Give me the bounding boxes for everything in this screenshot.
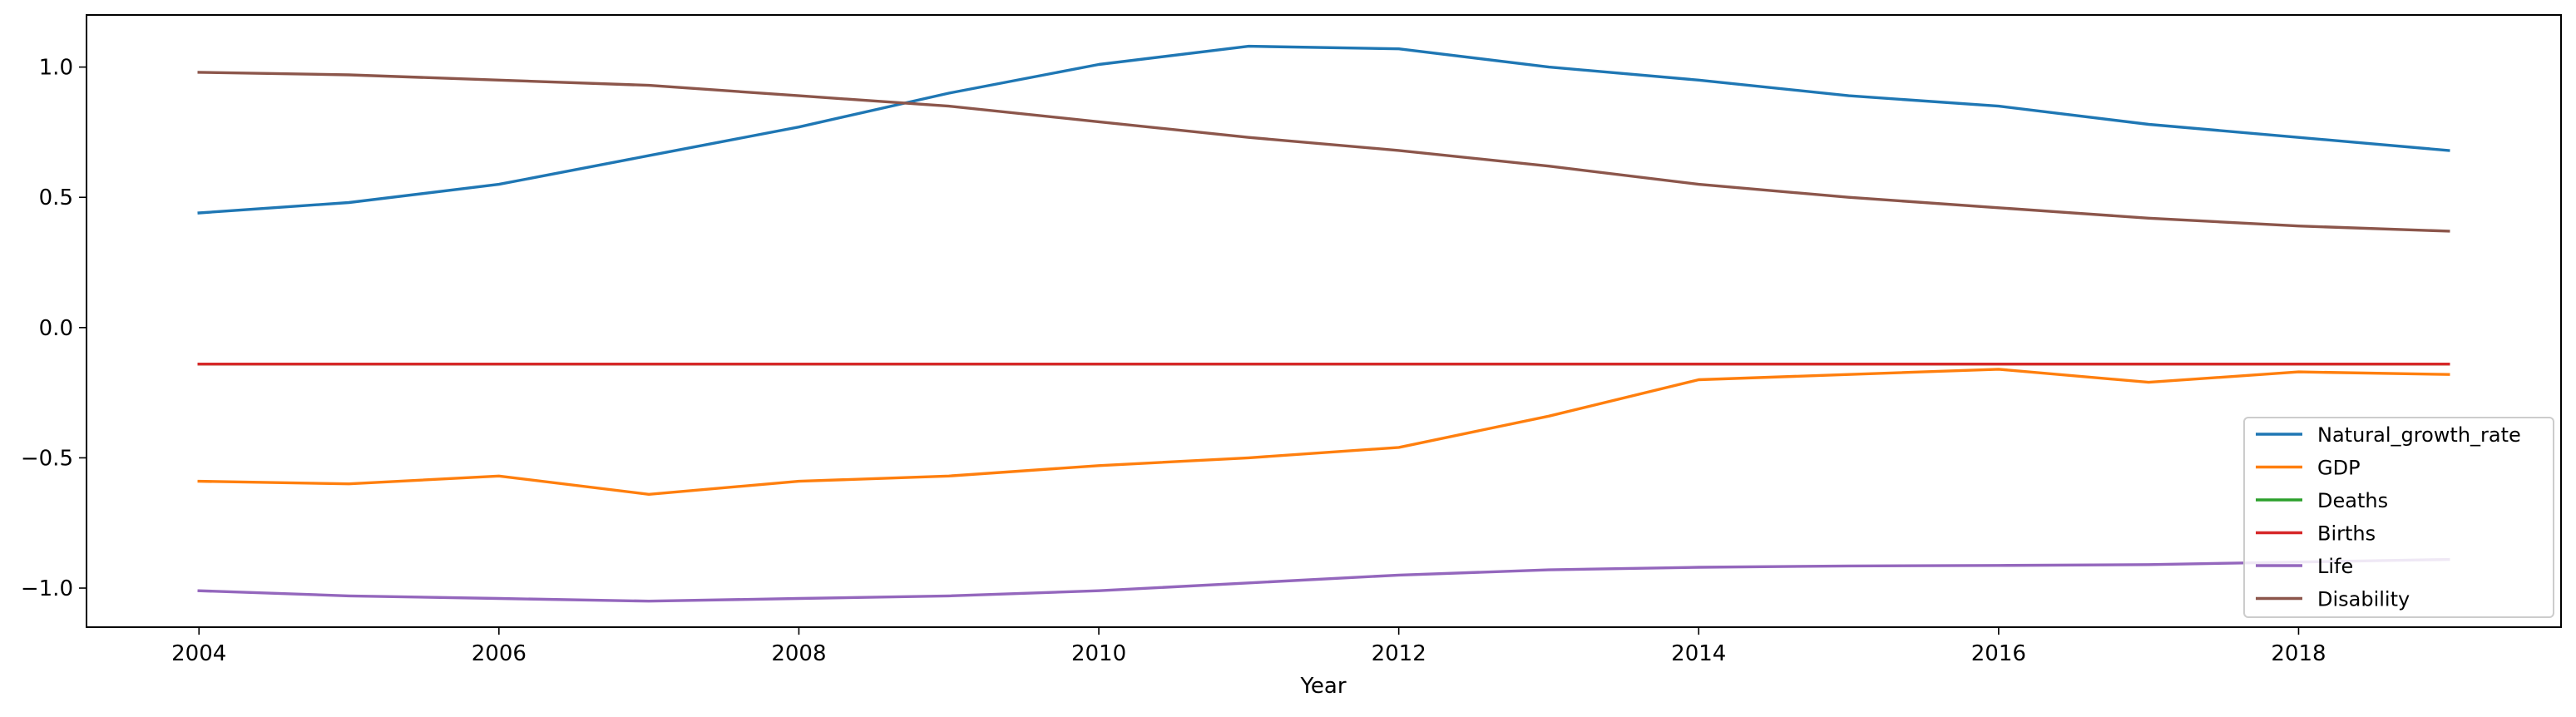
- y-axis-ticks: −1.0 −0.5 0.0 0.5 1.0: [21, 56, 87, 601]
- x-tick-label: 2018: [2271, 641, 2326, 666]
- series-line-disability: [197, 71, 2450, 233]
- x-tick-label: 2014: [1671, 641, 1726, 666]
- x-axis-ticks: 2004 2006 2008 2010 2012 2014 2016 2018: [171, 627, 2326, 666]
- series-layer: [197, 44, 2450, 603]
- series-line-life: [197, 557, 2450, 603]
- legend-label-natural-growth-rate: Natural_growth_rate: [2317, 423, 2521, 447]
- x-tick-label: 2016: [1971, 641, 2026, 666]
- x-tick-label: 2010: [1071, 641, 1126, 666]
- series-line-natural-growth-rate: [197, 44, 2450, 215]
- y-tick-label: 0.0: [39, 316, 73, 341]
- x-axis-label: Year: [1299, 674, 1346, 699]
- y-tick-label: −0.5: [21, 446, 73, 471]
- legend-box: [2243, 417, 2554, 618]
- legend: Natural_growth_rate GDP Deaths Births Life Di…: [2243, 417, 2554, 618]
- x-tick-label: 2006: [472, 641, 527, 666]
- x-tick-label: 2008: [771, 641, 826, 666]
- x-tick-label: 2004: [171, 641, 226, 666]
- y-tick-label: 1.0: [39, 56, 73, 81]
- y-tick-label: −1.0: [21, 576, 73, 601]
- series-line-gdp: [197, 368, 2450, 496]
- y-tick-label: 0.5: [39, 185, 73, 210]
- legend-label-disability: Disability: [2317, 588, 2410, 611]
- plot-frame: [86, 14, 2562, 628]
- legend-label-gdp: GDP: [2317, 457, 2361, 480]
- x-tick-label: 2012: [1372, 641, 1426, 666]
- legend-label-deaths: Deaths: [2317, 489, 2388, 512]
- legend-label-life: Life: [2317, 555, 2353, 578]
- legend-label-births: Births: [2317, 522, 2376, 546]
